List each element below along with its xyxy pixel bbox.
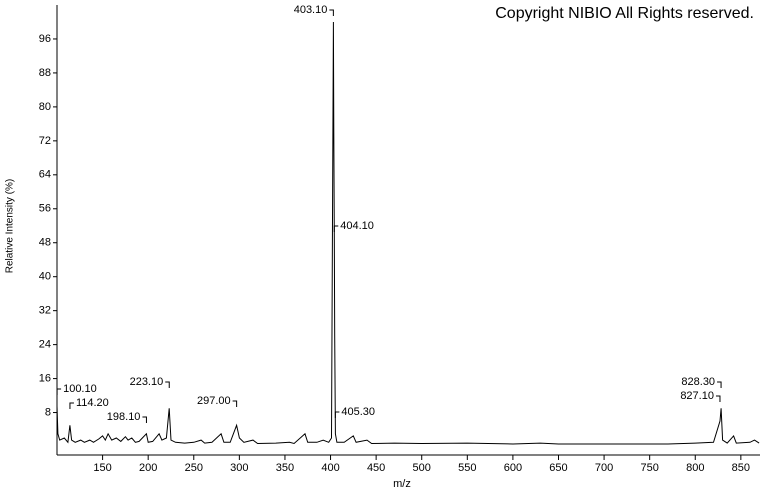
y-tick-label: 80	[39, 101, 51, 113]
y-tick-label: 8	[45, 406, 51, 418]
annotation-leader	[165, 381, 170, 388]
y-tick-label: 88	[39, 67, 51, 79]
annotation-leader	[232, 400, 238, 407]
x-tick-label: 250	[185, 462, 203, 474]
x-tick-label: 450	[367, 462, 385, 474]
y-tick-label: 48	[39, 237, 51, 249]
y-tick-label: 16	[39, 372, 51, 384]
annotation-leader	[334, 411, 340, 418]
annotation-label: 297.00	[197, 395, 231, 407]
y-tick-label: 32	[39, 305, 51, 317]
annotation-label: 403.10	[294, 4, 328, 16]
annotation-label: 223.10	[130, 376, 164, 388]
y-tick-label: 64	[39, 169, 51, 181]
annotation-label: 198.10	[107, 411, 141, 423]
copyright: Copyright NIBIO All Rights reserved.	[495, 5, 754, 22]
x-tick-label: 500	[413, 462, 431, 474]
x-tick-label: 400	[321, 462, 339, 474]
annotation-leader	[56, 388, 62, 395]
annotation-leader	[142, 416, 147, 423]
spectrum-line	[56, 21, 760, 445]
x-tick-label: 700	[595, 462, 613, 474]
x-tick-label: 850	[732, 462, 750, 474]
x-tick-label: 650	[549, 462, 567, 474]
x-tick-label: 200	[139, 462, 157, 474]
annotation-label: 114.20	[76, 397, 109, 409]
annotation-leader	[329, 9, 334, 16]
x-tick-label: 300	[230, 462, 248, 474]
y-tick-label: 56	[39, 203, 51, 215]
annotation-leader	[333, 225, 339, 232]
x-tick-label: 550	[458, 462, 476, 474]
y-axis-label: Relative Intensity (%)	[5, 179, 16, 273]
annotation-leader	[717, 381, 722, 388]
y-tick-label: 72	[39, 135, 51, 147]
annotation-leader	[69, 402, 74, 409]
y-tick-label: 40	[39, 271, 51, 283]
x-tick-label: 150	[93, 462, 111, 474]
y-tick-label: 24	[39, 339, 51, 351]
x-tick-label: 800	[686, 462, 704, 474]
x-tick-label: 350	[276, 462, 294, 474]
y-tick-label: 96	[39, 33, 51, 45]
annotation-label: 100.10	[63, 383, 97, 395]
annotation-label: 827.10	[680, 390, 714, 402]
x-tick-label: 750	[640, 462, 658, 474]
annotation-label: 404.10	[340, 220, 374, 232]
annotation-label: 828.30	[681, 376, 715, 388]
x-tick-label: 600	[504, 462, 522, 474]
annotation-leader	[715, 395, 721, 402]
annotation-label: 405.30	[341, 406, 375, 418]
x-axis-label: m/z	[393, 478, 411, 490]
